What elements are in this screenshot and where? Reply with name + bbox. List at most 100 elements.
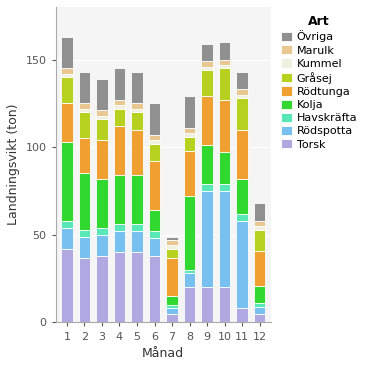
Bar	[149, 210, 160, 231]
Bar	[254, 230, 265, 251]
Bar	[184, 128, 195, 133]
Bar	[96, 235, 108, 256]
Bar	[219, 184, 230, 191]
Bar	[149, 256, 160, 323]
Bar	[79, 237, 90, 258]
Bar	[201, 145, 213, 184]
Bar	[131, 103, 143, 109]
Bar	[219, 68, 230, 100]
Bar	[149, 135, 160, 140]
Bar	[219, 65, 230, 68]
Bar	[96, 140, 108, 179]
Bar	[254, 303, 265, 307]
Bar	[114, 224, 125, 231]
Bar	[149, 231, 160, 238]
Bar	[201, 70, 213, 97]
Bar	[166, 314, 178, 323]
Bar	[254, 314, 265, 323]
Bar	[61, 68, 73, 73]
Bar	[254, 203, 265, 221]
Bar	[236, 98, 248, 130]
Bar	[184, 273, 195, 287]
Bar	[114, 68, 125, 100]
Bar	[131, 112, 143, 130]
Bar	[254, 251, 265, 286]
Bar	[236, 221, 248, 308]
Bar	[254, 307, 265, 314]
Bar	[61, 228, 73, 249]
Bar	[61, 73, 73, 77]
Bar	[201, 97, 213, 145]
Bar	[201, 66, 213, 70]
Bar	[201, 184, 213, 191]
Bar	[61, 103, 73, 142]
Bar	[79, 109, 90, 112]
Bar	[96, 79, 108, 110]
Bar	[131, 130, 143, 175]
Bar	[79, 230, 90, 237]
Bar	[254, 226, 265, 230]
Bar	[254, 286, 265, 303]
Bar	[79, 138, 90, 174]
Bar	[166, 308, 178, 314]
Bar	[166, 249, 178, 258]
Bar	[149, 103, 160, 135]
Bar	[79, 103, 90, 109]
Bar	[166, 246, 178, 249]
Bar	[61, 37, 73, 68]
Bar	[219, 287, 230, 323]
Bar	[131, 175, 143, 224]
Bar	[184, 137, 195, 151]
Bar	[114, 126, 125, 175]
Bar	[131, 231, 143, 252]
Bar	[219, 152, 230, 184]
Bar	[166, 240, 178, 246]
Bar	[236, 130, 248, 179]
Bar	[166, 305, 178, 308]
X-axis label: Månad: Månad	[142, 347, 184, 360]
Bar	[184, 196, 195, 270]
Bar	[96, 116, 108, 119]
Bar	[79, 72, 90, 103]
Bar	[219, 59, 230, 65]
Bar	[184, 133, 195, 137]
Bar	[236, 308, 248, 323]
Bar	[114, 105, 125, 109]
Bar	[166, 296, 178, 305]
Bar	[184, 151, 195, 196]
Bar	[166, 258, 178, 296]
Bar	[219, 191, 230, 287]
Bar	[114, 175, 125, 224]
Bar	[131, 252, 143, 323]
Bar	[201, 44, 213, 61]
Bar	[166, 237, 178, 240]
Bar	[96, 119, 108, 140]
Bar	[114, 109, 125, 126]
Bar	[79, 174, 90, 230]
Bar	[184, 97, 195, 128]
Bar	[236, 179, 248, 214]
Bar	[254, 221, 265, 226]
Bar	[149, 143, 160, 161]
Bar	[184, 270, 195, 273]
Bar	[114, 100, 125, 105]
Bar	[236, 72, 248, 89]
Bar	[79, 112, 90, 138]
Bar	[96, 256, 108, 323]
Bar	[201, 61, 213, 66]
Bar	[131, 109, 143, 112]
Bar	[149, 161, 160, 210]
Bar	[96, 228, 108, 235]
Bar	[131, 224, 143, 231]
Bar	[236, 214, 248, 221]
Bar	[96, 179, 108, 228]
Bar	[201, 191, 213, 287]
Bar	[219, 100, 230, 152]
Bar	[149, 238, 160, 256]
Legend: Övriga, Marulk, Kummel, Gråsej, Rödtunga, Kolja, Havskräfta, Rödspotta, Torsk: Övriga, Marulk, Kummel, Gråsej, Rödtunga…	[279, 12, 359, 152]
Bar	[236, 89, 248, 95]
Bar	[96, 110, 108, 116]
Bar	[79, 258, 90, 323]
Bar	[201, 287, 213, 323]
Bar	[61, 249, 73, 323]
